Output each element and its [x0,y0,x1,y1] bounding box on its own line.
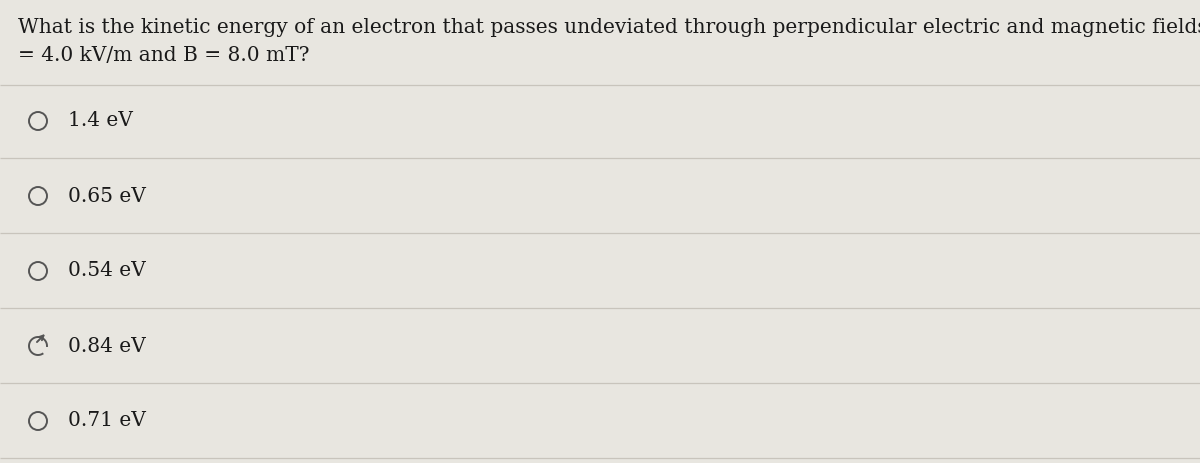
Text: 0.71 eV: 0.71 eV [68,412,146,431]
Text: 0.84 eV: 0.84 eV [68,337,145,356]
Text: What is the kinetic energy of an electron that passes undeviated through perpend: What is the kinetic energy of an electro… [18,18,1200,37]
Text: = 4.0 kV/m and B = 8.0 mT?: = 4.0 kV/m and B = 8.0 mT? [18,46,310,65]
Text: 0.54 eV: 0.54 eV [68,262,145,281]
Text: 1.4 eV: 1.4 eV [68,112,133,131]
Text: 0.65 eV: 0.65 eV [68,187,146,206]
